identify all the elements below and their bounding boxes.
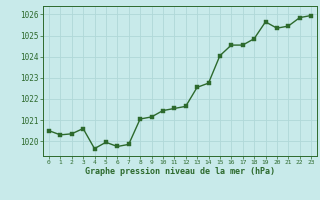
X-axis label: Graphe pression niveau de la mer (hPa): Graphe pression niveau de la mer (hPa) [85,167,275,176]
